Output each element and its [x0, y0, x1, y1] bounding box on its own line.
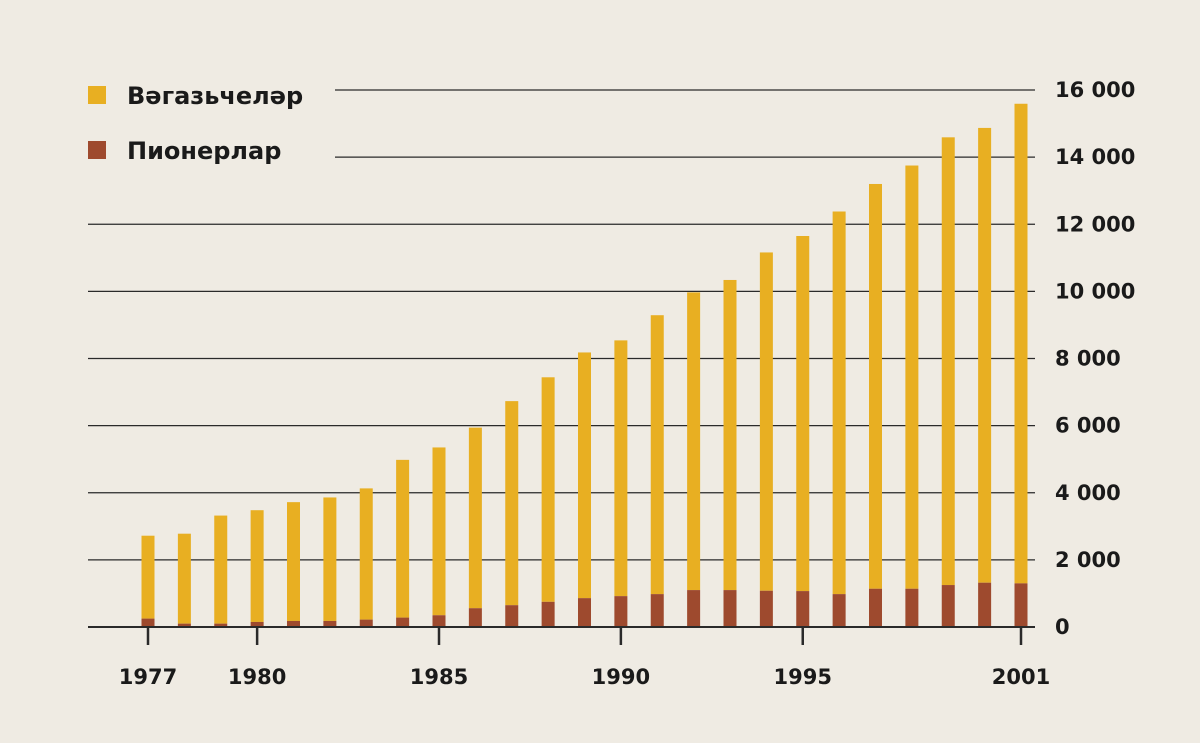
- bar-segment-vagazchelar: [796, 235, 810, 592]
- bar-segment-pionerlar: [468, 608, 482, 627]
- x-tick-label: 1985: [410, 665, 468, 689]
- x-tick-label: 1980: [228, 665, 286, 689]
- bar-segment-vagazchelar: [578, 352, 591, 599]
- bar-segment-vagazchelar: [323, 497, 337, 621]
- y-tick-label: 14 000: [1055, 145, 1135, 169]
- y-tick-label: 6 000: [1055, 414, 1121, 438]
- y-axis-labels: 0 2 000 4 000 6 000 8 000 10 000 12 000 14 000 1…: [1055, 78, 1135, 639]
- legend-item-pionerlar: Пионерлар: [127, 137, 281, 165]
- bar-segment-vagazchelar: [614, 340, 628, 597]
- bar-segment-vagazchelar: [505, 401, 519, 606]
- gridlines: [88, 89, 1035, 561]
- bar-segment-pionerlar: [723, 590, 737, 627]
- bar-segment-pionerlar: [1014, 583, 1028, 627]
- y-tick-label: 0: [1055, 615, 1070, 639]
- bar-segment-pionerlar: [432, 615, 446, 627]
- bar-segment-pionerlar: [141, 618, 155, 627]
- bar-segment-pionerlar: [832, 594, 846, 627]
- bar-segment-pionerlar: [287, 620, 300, 627]
- bar-segment-vagazchelar: [832, 211, 846, 595]
- bar-segment-pionerlar: [541, 601, 555, 627]
- bar-segment-pionerlar: [505, 605, 519, 627]
- legend: Вәгазьчеләр Пионерлар: [88, 82, 303, 165]
- bar-segment-vagazchelar: [650, 315, 664, 595]
- bar-segment-vagazchelar: [905, 165, 919, 589]
- legend-swatch: [88, 86, 106, 104]
- bar-segment-vagazchelar: [541, 377, 555, 602]
- bar-segment-vagazchelar: [723, 279, 737, 591]
- bar-segment-vagazchelar: [1014, 103, 1028, 584]
- bar-segment-vagazchelar: [250, 510, 264, 622]
- bar-segment-pionerlar: [905, 588, 919, 627]
- bar-segment-pionerlar: [323, 620, 337, 627]
- bar-segment-pionerlar: [250, 621, 264, 627]
- bar-segment-pionerlar: [869, 588, 882, 627]
- bar-segment-pionerlar: [359, 619, 373, 627]
- bar-segment-vagazchelar: [141, 535, 155, 619]
- y-tick-label: 8 000: [1055, 347, 1121, 371]
- y-tick-label: 12 000: [1055, 212, 1135, 236]
- bar-segment-vagazchelar: [359, 488, 373, 620]
- x-tick-label: 1995: [774, 665, 832, 689]
- bar-segment-vagazchelar: [869, 183, 882, 589]
- y-tick-label: 16 000: [1055, 78, 1135, 102]
- bar-segment-pionerlar: [978, 582, 992, 627]
- bar-segment-pionerlar: [796, 591, 810, 627]
- x-tick-label: 2001: [992, 665, 1050, 689]
- y-tick-label: 2 000: [1055, 548, 1121, 572]
- bar-segment-pionerlar: [650, 594, 664, 627]
- bar-segment-pionerlar: [687, 590, 701, 627]
- bar-segment-vagazchelar: [759, 252, 773, 591]
- bar-segment-vagazchelar: [287, 502, 300, 621]
- bar-segment-pionerlar: [941, 585, 955, 627]
- legend-swatch: [88, 141, 106, 159]
- bar-segment-vagazchelar: [432, 447, 446, 616]
- x-tick-label: 1977: [119, 665, 177, 689]
- bar-segment-pionerlar: [759, 590, 773, 627]
- y-tick-label: 4 000: [1055, 481, 1121, 505]
- bar-segment-pionerlar: [177, 623, 191, 627]
- x-axis: 1977 1980 1985 1990 1995 2001: [88, 626, 1050, 689]
- legend-item-vagazchelar: Вәгазьчеләр: [127, 82, 303, 110]
- x-tick-label: 1990: [592, 665, 650, 689]
- bar-segment-pionerlar: [578, 598, 591, 627]
- bar-segment-vagazchelar: [177, 533, 191, 624]
- bar-segment-pionerlar: [214, 623, 228, 627]
- bar-segment-vagazchelar: [941, 137, 955, 586]
- bar-segment-vagazchelar: [214, 515, 228, 624]
- bar-segment-vagazchelar: [396, 459, 410, 618]
- y-tick-label: 10 000: [1055, 279, 1135, 303]
- bar-segment-vagazchelar: [468, 427, 482, 609]
- bar-segment-vagazchelar: [978, 127, 992, 583]
- bar-segment-vagazchelar: [687, 292, 701, 591]
- bar-segment-pionerlar: [614, 596, 628, 627]
- bar-segment-pionerlar: [396, 617, 410, 627]
- bars: [141, 103, 1028, 627]
